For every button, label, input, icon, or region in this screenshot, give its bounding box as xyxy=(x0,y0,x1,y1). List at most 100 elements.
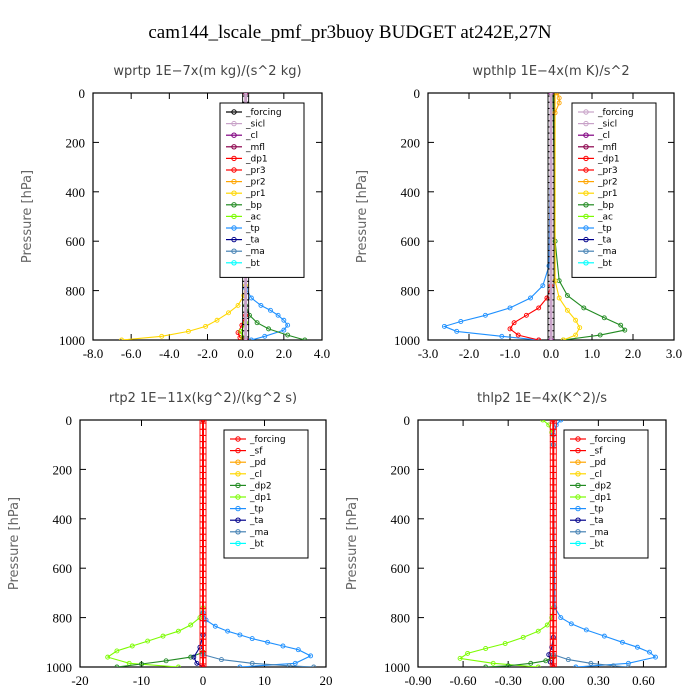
data-point xyxy=(568,621,574,627)
x-tick-label: -10 xyxy=(133,673,150,688)
y-tick-label: 1000 xyxy=(384,660,410,675)
data-point xyxy=(457,655,463,661)
data-point xyxy=(520,634,526,640)
legend-marker xyxy=(231,213,237,220)
legend-label: _ta xyxy=(589,516,604,526)
legend-marker xyxy=(231,167,237,173)
legend-marker xyxy=(235,494,241,500)
series-line xyxy=(106,420,204,667)
data-point xyxy=(105,654,111,660)
data-point xyxy=(237,664,243,667)
data-point xyxy=(258,302,264,308)
legend-label: _pr3 xyxy=(245,166,266,176)
data-point xyxy=(564,307,570,313)
legend-marker xyxy=(583,120,589,127)
legend-label: _bt xyxy=(589,539,604,549)
x-tick-label: 1.0 xyxy=(584,346,600,361)
legend-label: _bt xyxy=(249,539,264,549)
data-point xyxy=(129,643,135,649)
legend-box xyxy=(571,102,657,278)
data-point xyxy=(499,333,505,339)
data-point xyxy=(573,332,579,338)
legend-label: _ma xyxy=(249,528,269,538)
x-tick-label: 2.0 xyxy=(625,346,641,361)
panel-title: wpthlp 1E−4x(m K)/s^2 xyxy=(472,64,629,79)
legend-marker xyxy=(231,155,237,162)
x-tick-label: -2.0 xyxy=(197,346,218,361)
series-group xyxy=(457,420,658,667)
x-tick-label: 0.60 xyxy=(632,673,655,688)
legend-label: _cl xyxy=(589,470,602,480)
legend-marker xyxy=(583,213,589,220)
legend-marker xyxy=(231,225,237,231)
legend-marker xyxy=(231,109,237,115)
legend-marker xyxy=(231,202,237,208)
data-point xyxy=(490,660,496,666)
legend-marker xyxy=(575,529,581,535)
legend-label: _ma xyxy=(597,247,617,257)
data-point xyxy=(554,93,560,96)
figure-title: cam144_lscale_pmf_pr3buoy BUDGET at242E,… xyxy=(148,22,552,43)
legend-marker xyxy=(231,236,237,243)
legend-marker xyxy=(583,190,589,196)
y-tick-label: 800 xyxy=(66,284,86,299)
y-tick-label: 400 xyxy=(66,185,86,200)
legend-marker xyxy=(575,436,581,442)
legend-label: _sf xyxy=(589,447,603,457)
series-line xyxy=(509,93,552,340)
legend-marker xyxy=(583,178,589,185)
series-line xyxy=(554,93,581,340)
data-point xyxy=(560,337,566,340)
data-point xyxy=(618,322,624,328)
legend-label: _sicl xyxy=(245,120,265,130)
legend-marker xyxy=(583,236,589,243)
data-point xyxy=(558,615,564,621)
data-point xyxy=(597,332,603,338)
x-tick-label: 0 xyxy=(200,673,207,688)
x-tick-label: -6.0 xyxy=(121,346,142,361)
y-tick-label: 200 xyxy=(391,462,411,477)
legend-label: _pd xyxy=(249,458,266,468)
legend-label: _ac xyxy=(245,212,261,222)
legend-marker xyxy=(583,202,589,208)
data-point xyxy=(552,110,558,116)
legend-marker xyxy=(235,505,241,512)
legend-label: _ma xyxy=(245,247,265,257)
panel-1: wprtp 1E−7x(m kg)/(s^2 kg) Pressure [hPa]… xyxy=(20,64,330,361)
data-point xyxy=(540,283,546,289)
legend-label: _forcing xyxy=(245,108,282,118)
data-point xyxy=(505,663,511,667)
data-point xyxy=(556,95,562,101)
legend-marker xyxy=(231,132,237,138)
data-point xyxy=(308,653,314,659)
y-tick-label: 200 xyxy=(66,135,86,150)
x-tick-label: -8.0 xyxy=(83,346,104,361)
legend-marker xyxy=(235,482,241,489)
y-tick-label: 600 xyxy=(53,561,73,576)
legend-box xyxy=(563,429,649,559)
data-point xyxy=(483,664,489,667)
x-tick-label: 4.0 xyxy=(314,346,330,361)
data-point xyxy=(528,660,534,666)
data-point xyxy=(163,658,169,664)
legend-label: _dp1 xyxy=(597,154,620,164)
x-tick-label: -0.60 xyxy=(450,673,477,688)
series-line xyxy=(442,93,552,340)
legend-marker xyxy=(231,190,237,196)
x-tick-label: 0.30 xyxy=(587,673,610,688)
legend-marker xyxy=(231,120,237,127)
legend-label: _dp2 xyxy=(589,481,612,491)
x-tick-label: 0.0 xyxy=(543,346,559,361)
data-point xyxy=(159,333,165,339)
legend-marker xyxy=(583,248,589,254)
y-tick-label: 800 xyxy=(391,611,411,626)
legend-label: _cl xyxy=(249,470,262,480)
legend-label: _pd xyxy=(589,458,606,468)
legend-label: _sf xyxy=(249,447,263,457)
legend-label: _dp1 xyxy=(245,154,268,164)
data-point xyxy=(528,295,533,301)
data-point xyxy=(218,657,224,663)
legend-label: _pr3 xyxy=(597,166,618,176)
legend-marker xyxy=(231,260,237,266)
data-point xyxy=(556,100,562,106)
